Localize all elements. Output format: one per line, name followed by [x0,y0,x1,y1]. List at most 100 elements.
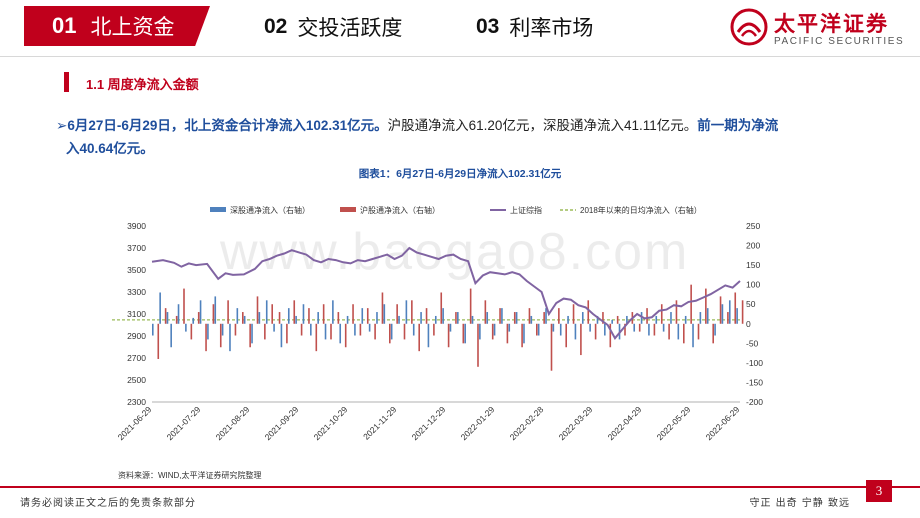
sz-flow-bar [221,323,224,336]
sz-flow-bar [677,323,680,340]
sz-flow-bar [361,308,364,324]
summary-highlight-3: 入40.64亿元。 [66,141,154,156]
right-axis-tick: -200 [746,397,763,407]
sh-flow-bar [219,323,222,348]
left-axis-tick: 3300 [127,287,146,297]
x-axis-tick: 2022-01-29 [459,404,497,442]
sz-flow-bar [626,315,628,324]
sz-flow-bar [383,304,386,324]
tab-northbound-funds[interactable]: 01 北上资金 [24,6,210,46]
sh-flow-bar [705,288,707,324]
right-axis-tick: -100 [746,358,763,368]
sz-flow-bar [243,315,246,324]
sh-flow-bar [683,323,685,344]
sz-flow-bar [670,312,672,324]
sz-flow-bar [159,292,161,324]
sz-flow-bar [479,323,481,340]
sz-flow-bar [545,308,547,324]
sz-flow-bar [699,312,702,324]
sh-flow-bar [638,323,641,332]
right-axis-tick: 250 [746,221,760,231]
sh-flow-bar [322,304,325,324]
summary-highlight-1: 6月27日-6月29日，北上资金合计净流入102.31亿元。 [67,118,388,133]
right-axis-tick: 150 [746,260,760,270]
sh-flow-bar [344,323,347,348]
legend-label: 上证综指 [510,205,542,215]
sh-flow-bar [183,288,185,324]
sz-flow-bar [640,312,643,324]
sh-flow-bar [242,312,244,324]
sz-flow-bar [728,300,731,324]
sz-flow-bar [604,323,606,336]
sh-flow-bar [536,323,538,336]
summary-text: ➢6月27日-6月29日，北上资金合计净流入102.31亿元。沪股通净流入61.… [56,114,896,160]
sz-flow-bar [412,323,415,336]
chart-title: 图表1：6月27日-6月29日净流入102.31亿元 [358,168,562,180]
sh-flow-bar [543,312,545,324]
x-axis-tick: 2022-04-29 [606,404,644,442]
sz-flow-bar [449,323,452,332]
sh-flow-bar [293,300,296,324]
tab-trading-activity[interactable]: 02 交投活跃度 [264,12,402,42]
legend-label: 深股通净流入（右轴） [230,205,310,215]
sz-flow-bar [376,312,378,324]
section-title: 1.1 周度净流入金额 [86,77,199,92]
header-divider [0,56,920,57]
sz-flow-bar [559,323,562,336]
sz-flow-bar [390,323,393,340]
sz-flow-bar [714,323,716,336]
sz-flow-bar [662,323,665,332]
legend-label: 沪股通净流入（右轴） [360,205,440,215]
sz-flow-bar [471,315,474,324]
tab-label: 交投活跃度 [297,17,403,40]
sz-flow-bar [486,312,489,324]
sh-flow-bar [330,323,332,340]
sz-flow-bar [251,323,253,344]
sz-flow-bar [515,312,518,324]
x-axis-tick: 2021-06-29 [116,404,154,442]
sz-flow-bar [273,323,275,332]
left-axis-tick: 3100 [127,309,146,319]
brand-name-en: PACIFIC SECURITIES [774,36,905,47]
left-axis-tick: 3900 [127,221,146,231]
sz-flow-bar [589,323,591,332]
sh-flow-bar [719,296,722,324]
sh-flow-bar [197,312,200,324]
sh-flow-bar [528,308,531,324]
sz-flow-bar [152,323,154,336]
brand-logo: 太平洋证券 PACIFIC SECURITIES [730,6,910,50]
disclaimer-note: 请务必阅读正文之后的免责条款部分 [20,498,196,509]
sh-flow-bar [646,308,648,324]
sh-flow-bar [447,323,450,348]
sz-flow-bar [302,304,305,324]
brand-name-cn: 太平洋证券 [774,13,889,36]
sh-flow-bar [572,304,575,324]
sz-flow-bar [581,312,584,324]
tab-number: 01 [52,13,77,38]
sh-flow-bar [440,292,443,324]
left-axis-tick: 2500 [127,375,146,385]
x-axis-tick: 2021-09-29 [263,404,301,442]
sz-flow-bar [214,296,217,324]
right-axis-tick: 0 [746,319,751,329]
sz-flow-bar [706,308,709,324]
sh-flow-bar [256,296,259,324]
sh-flow-bar [609,323,612,348]
sz-flow-bar [339,323,342,344]
tab-interest-rate-market[interactable]: 03 利率市场 [476,12,593,42]
sh-flow-bar [359,323,362,336]
sz-flow-bar [166,312,169,324]
sh-flow-bar [484,300,487,324]
sh-flow-bar [164,308,167,324]
x-axis-labels: 2021-06-29 2021-07-29 2021-08-29 2021-09-29… [116,404,742,442]
legend-label: 2018年以来的日均净流入（右轴） [580,205,702,215]
sh-flow-bar [506,323,509,344]
sh-flow-bar [513,312,516,324]
x-axis-tick: 2021-11-29 [361,404,399,442]
sh-flow-bar [462,323,465,344]
sz-flow-bar [280,323,283,348]
sh-flow-bar [227,300,229,324]
sh-flow-bar [660,304,663,324]
sz-flow-bar [405,300,408,324]
sh-flow-bar [477,323,479,367]
